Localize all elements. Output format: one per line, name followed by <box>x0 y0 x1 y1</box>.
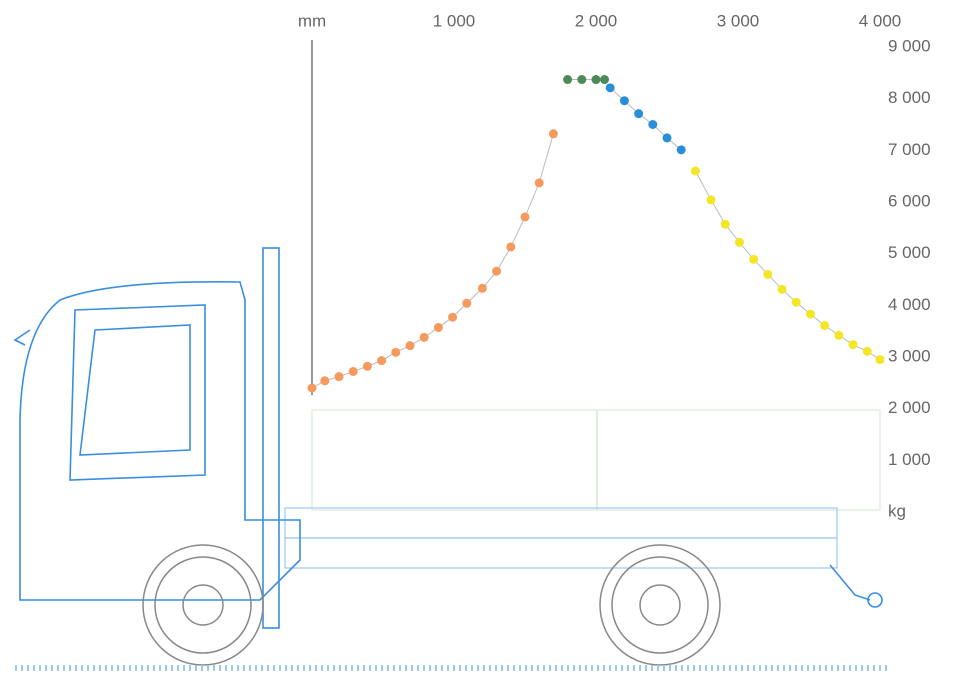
data-point <box>307 383 317 393</box>
data-point <box>548 129 558 139</box>
data-point <box>563 75 573 85</box>
data-point <box>405 341 415 351</box>
data-point <box>875 355 885 365</box>
data-point <box>805 309 815 319</box>
data-point <box>605 83 615 93</box>
data-point <box>690 166 700 176</box>
data-point <box>492 266 502 276</box>
y-tick-label: 4 000 <box>888 295 931 314</box>
data-point <box>619 96 629 106</box>
truck-drawing <box>13 40 890 671</box>
y-tick-label: 9 000 <box>888 36 931 55</box>
data-point <box>506 242 516 252</box>
y-tick-label: 1 000 <box>888 450 931 469</box>
data-point <box>763 269 773 279</box>
data-point <box>834 330 844 340</box>
data-point <box>706 195 716 205</box>
data-point <box>534 178 544 188</box>
data-point <box>848 340 858 350</box>
x-tick-label: 1 000 <box>433 11 476 30</box>
x-tick-label: 4 000 <box>859 11 902 30</box>
y-tick-label: 3 000 <box>888 346 931 365</box>
data-point <box>377 356 387 366</box>
data-point <box>720 219 730 229</box>
data-point <box>433 323 443 333</box>
data-point <box>362 361 372 371</box>
data-point <box>600 75 610 85</box>
data-point <box>777 284 787 294</box>
data-point <box>862 346 872 356</box>
x-tick-label: mm <box>298 11 326 30</box>
data-point <box>648 120 658 129</box>
y-tick-label: 6 000 <box>888 191 931 210</box>
y-tick-label: 2 000 <box>888 398 931 417</box>
x-tick-label: 2 000 <box>575 11 618 30</box>
data-point <box>662 133 672 143</box>
data-point <box>676 145 686 155</box>
data-point <box>820 320 830 330</box>
data-point <box>791 297 801 307</box>
y-tick-label: 7 000 <box>888 140 931 159</box>
data-point <box>320 376 330 386</box>
data-point <box>577 75 587 85</box>
data-point <box>419 332 429 342</box>
y-tick-label: 8 000 <box>888 88 931 107</box>
x-tick-label: 3 000 <box>717 11 760 30</box>
data-point <box>391 347 401 357</box>
data-point <box>634 109 644 119</box>
y-tick-label: 5 000 <box>888 243 931 262</box>
connector-line <box>694 170 881 361</box>
data-point <box>334 372 344 382</box>
y-tick-label: kg <box>888 501 906 520</box>
data-point <box>477 283 487 293</box>
data-point <box>749 254 759 264</box>
data-point <box>462 298 472 308</box>
data-point <box>520 212 530 222</box>
data-point <box>734 237 744 247</box>
data-point <box>348 366 358 376</box>
data-point <box>448 312 458 322</box>
data-point <box>591 75 601 85</box>
connector-line <box>311 133 554 389</box>
